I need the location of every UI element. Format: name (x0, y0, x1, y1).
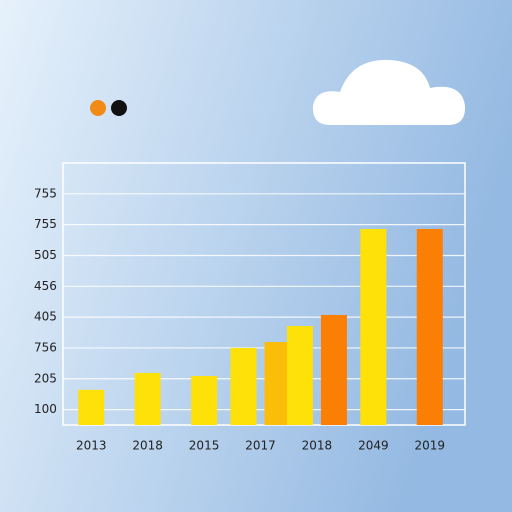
bar (264, 342, 291, 425)
bar (78, 389, 105, 425)
y-tick-label: 456 (34, 279, 57, 293)
x-tick-label: 2018 (302, 439, 333, 453)
bar (286, 326, 313, 425)
y-tick-label: 100 (34, 402, 57, 416)
bar (360, 228, 387, 425)
x-tick-label: 2019 (415, 439, 446, 453)
plot-frame (62, 162, 466, 426)
y-tick-label: 205 (34, 371, 57, 385)
x-tick-label: 2018 (132, 439, 163, 453)
dot (90, 100, 106, 116)
y-tick-label: 756 (34, 340, 57, 354)
cloud (312, 59, 466, 126)
dot (111, 100, 127, 116)
x-tick-label: 2015 (189, 439, 220, 453)
bar (191, 375, 218, 425)
bar (230, 347, 257, 425)
y-tick-label: 405 (34, 310, 57, 324)
y-tick-label: 755 (34, 186, 57, 200)
bar (416, 228, 443, 425)
y-tick-label: 755 (34, 217, 57, 231)
bar (134, 372, 161, 425)
bar (320, 314, 347, 425)
x-tick-label: 2049 (358, 439, 389, 453)
x-tick-label: 2013 (76, 439, 107, 453)
y-tick-label: 505 (34, 248, 57, 262)
x-tick-label: 2017 (245, 439, 276, 453)
